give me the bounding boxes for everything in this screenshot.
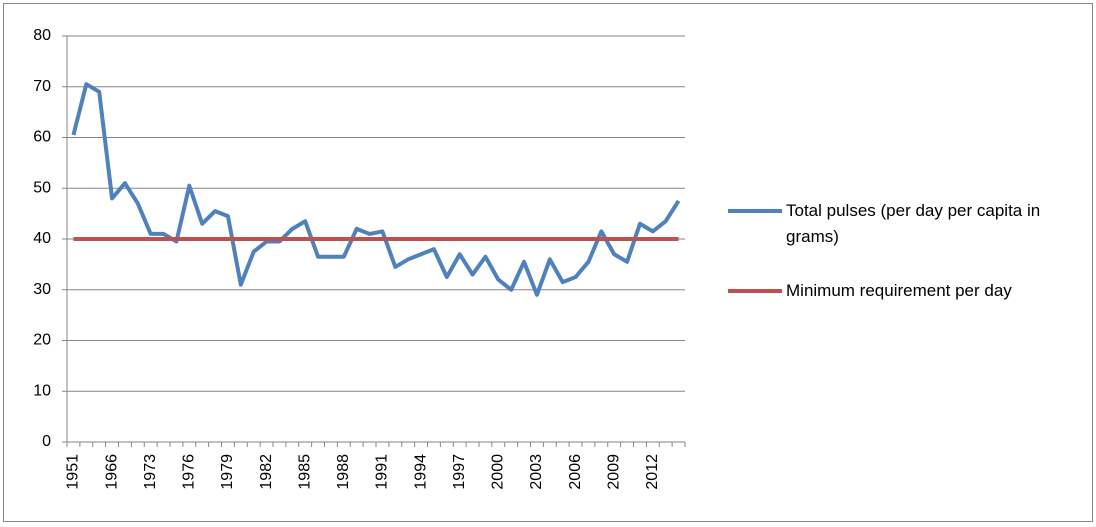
x-tick-label: 1994	[412, 454, 429, 490]
x-tick-label: 1976	[181, 454, 198, 490]
x-tick-label: 1985	[296, 454, 313, 490]
x-tick-label: 2000	[490, 454, 507, 490]
chart-border	[3, 3, 1093, 522]
x-tick-label: 1991	[374, 454, 391, 490]
y-tick-label: 70	[33, 78, 51, 95]
legend-label: Total pulses (per day per capita in gram…	[786, 201, 1041, 246]
y-tick-label: 0	[42, 433, 51, 450]
x-tick-label: 2009	[605, 454, 622, 490]
x-tick-label: 1982	[258, 454, 275, 490]
legend-label: Minimum requirement per day	[786, 281, 1012, 300]
y-tick-label: 80	[33, 27, 51, 44]
x-tick-label: 2003	[528, 454, 545, 490]
x-tick-label: 1988	[335, 454, 352, 490]
x-tick-label: 1979	[219, 454, 236, 490]
x-tick-label: 1973	[142, 454, 159, 490]
x-tick-label: 2006	[567, 454, 584, 490]
y-tick-label: 20	[33, 332, 51, 349]
x-tick-label: 2012	[644, 454, 661, 490]
y-tick-label: 10	[33, 382, 51, 399]
y-tick-label: 60	[33, 129, 51, 146]
series-line	[71, 82, 681, 297]
y-tick-label: 50	[33, 179, 51, 196]
x-tick-label: 1966	[103, 454, 120, 490]
y-tick-label: 30	[33, 281, 51, 298]
x-tick-label: 1997	[451, 454, 468, 490]
x-tick-label: 1951	[65, 454, 82, 490]
y-tick-label: 40	[33, 230, 51, 247]
